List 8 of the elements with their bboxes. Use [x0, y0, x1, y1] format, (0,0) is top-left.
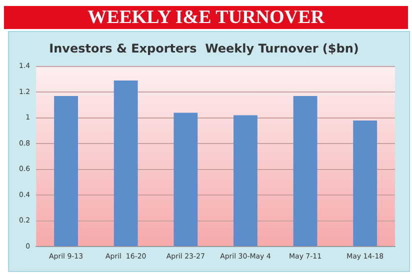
bar — [353, 120, 378, 246]
bar — [234, 115, 258, 246]
bar — [114, 80, 138, 246]
bar — [293, 96, 318, 246]
chart-title: WEEKLY I&E TURNOVER — [4, 6, 408, 29]
bar — [54, 96, 78, 246]
bar — [174, 112, 198, 246]
chart-subtitle: Investors & Exporters Weekly Turnover ($bn) — [49, 41, 359, 56]
